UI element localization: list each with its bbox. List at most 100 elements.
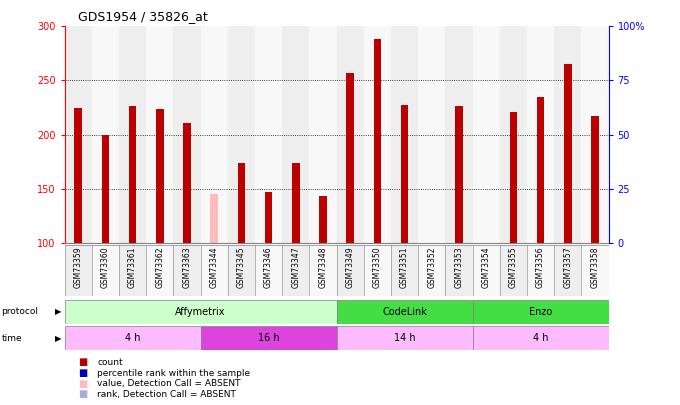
Bar: [509, 112, 517, 243]
Bar: [581, 26, 609, 243]
Bar: [537, 97, 545, 243]
Bar: [201, 326, 337, 350]
Text: CodeLink: CodeLink: [382, 307, 427, 317]
Text: GSM73351: GSM73351: [400, 246, 409, 288]
Text: GSM73357: GSM73357: [563, 246, 573, 288]
Bar: [65, 300, 337, 324]
Text: rank, Detection Call = ABSENT: rank, Detection Call = ABSENT: [97, 390, 236, 399]
Bar: [500, 26, 527, 243]
Text: time: time: [1, 334, 22, 343]
Text: GSM73353: GSM73353: [454, 246, 464, 288]
Text: Affymetrix: Affymetrix: [175, 307, 226, 317]
Bar: [210, 194, 218, 243]
Bar: [146, 245, 173, 296]
Bar: [173, 26, 201, 243]
Text: Enzo: Enzo: [529, 307, 552, 317]
Text: GSM73358: GSM73358: [590, 246, 600, 288]
Bar: [119, 26, 146, 243]
Bar: [391, 245, 418, 296]
Text: percentile rank within the sample: percentile rank within the sample: [97, 369, 250, 377]
Text: GSM73362: GSM73362: [155, 246, 165, 288]
Bar: [346, 73, 354, 243]
Bar: [473, 26, 500, 243]
Bar: [418, 245, 445, 296]
Bar: [282, 245, 309, 296]
Bar: [92, 26, 119, 243]
Bar: [373, 39, 381, 243]
Bar: [564, 64, 572, 243]
Bar: [129, 107, 137, 243]
Bar: [473, 326, 609, 350]
Bar: [65, 326, 201, 350]
Bar: [337, 326, 473, 350]
Text: GSM73352: GSM73352: [427, 246, 437, 288]
Bar: [337, 245, 364, 296]
Bar: [418, 26, 445, 243]
Bar: [92, 245, 119, 296]
Text: protocol: protocol: [1, 307, 38, 316]
Bar: [146, 26, 173, 243]
Text: GSM73359: GSM73359: [73, 246, 83, 288]
Bar: [265, 192, 273, 243]
Text: 14 h: 14 h: [394, 333, 415, 343]
Text: GSM73349: GSM73349: [345, 246, 355, 288]
Bar: [74, 108, 82, 243]
Text: ▶: ▶: [54, 334, 61, 343]
Text: GSM73363: GSM73363: [182, 246, 192, 288]
Bar: [201, 245, 228, 296]
Bar: [201, 26, 228, 243]
Bar: [500, 245, 527, 296]
Bar: [364, 26, 391, 243]
Bar: [391, 26, 418, 243]
Text: GDS1954 / 35826_at: GDS1954 / 35826_at: [78, 10, 208, 23]
Text: GSM73348: GSM73348: [318, 246, 328, 288]
Bar: [156, 109, 164, 243]
Text: GSM73354: GSM73354: [481, 246, 491, 288]
Bar: [173, 245, 201, 296]
Text: ■: ■: [78, 368, 88, 378]
Text: 4 h: 4 h: [533, 333, 548, 343]
Bar: [237, 163, 245, 243]
Text: GSM73344: GSM73344: [209, 246, 219, 288]
Bar: [527, 26, 554, 243]
Bar: [445, 26, 473, 243]
Text: GSM73347: GSM73347: [291, 246, 301, 288]
Bar: [65, 26, 92, 243]
Text: GSM73350: GSM73350: [373, 246, 382, 288]
Text: GSM73346: GSM73346: [264, 246, 273, 288]
Bar: [255, 26, 282, 243]
Text: 4 h: 4 h: [125, 333, 140, 343]
Bar: [364, 245, 391, 296]
Text: ▶: ▶: [54, 307, 61, 316]
Bar: [183, 123, 191, 243]
Text: value, Detection Call = ABSENT: value, Detection Call = ABSENT: [97, 379, 241, 388]
Bar: [473, 300, 609, 324]
Text: ■: ■: [78, 379, 88, 388]
Bar: [65, 245, 92, 296]
Bar: [581, 245, 609, 296]
Bar: [591, 116, 599, 243]
Text: GSM73360: GSM73360: [101, 246, 110, 288]
Bar: [445, 245, 473, 296]
Bar: [554, 245, 581, 296]
Bar: [255, 245, 282, 296]
Bar: [282, 26, 309, 243]
Bar: [337, 300, 473, 324]
Text: count: count: [97, 358, 123, 367]
Bar: [319, 196, 327, 243]
Bar: [473, 245, 500, 296]
Bar: [455, 107, 463, 243]
Bar: [309, 26, 337, 243]
Bar: [309, 245, 337, 296]
Text: GSM73355: GSM73355: [509, 246, 518, 288]
Bar: [101, 134, 109, 243]
Text: ■: ■: [78, 389, 88, 399]
Bar: [337, 26, 364, 243]
Bar: [119, 245, 146, 296]
Bar: [554, 26, 581, 243]
Text: GSM73356: GSM73356: [536, 246, 545, 288]
Text: GSM73361: GSM73361: [128, 246, 137, 288]
Text: GSM73345: GSM73345: [237, 246, 246, 288]
Bar: [228, 245, 255, 296]
Text: 16 h: 16 h: [258, 333, 279, 343]
